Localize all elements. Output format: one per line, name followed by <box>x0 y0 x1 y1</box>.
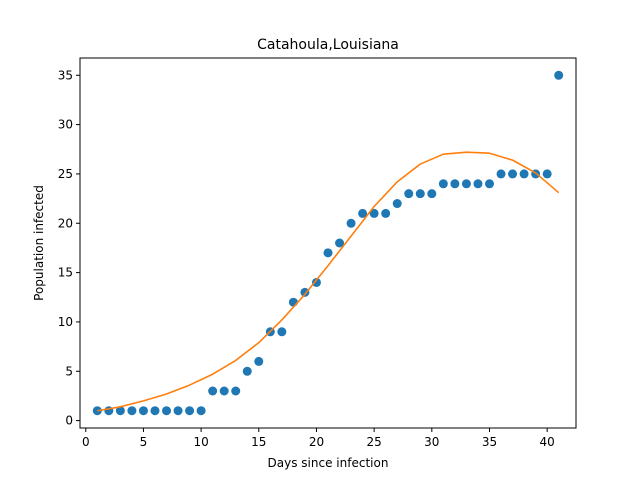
y-tick-label: 5 <box>65 364 73 378</box>
data-point <box>358 208 368 218</box>
data-point <box>369 208 379 218</box>
x-tick-label: 25 <box>366 435 381 449</box>
axis-ticks: 0 5 10 15 20 25 30 35 40 0 5 10 15 20 25 30 35 <box>58 68 555 449</box>
data-point <box>242 366 252 376</box>
data-point <box>473 179 483 189</box>
data-point <box>323 248 333 258</box>
data-point <box>484 179 494 189</box>
axes-frame <box>79 57 577 429</box>
data-point <box>404 189 414 199</box>
x-tick-label: 30 <box>424 435 439 449</box>
data-point <box>254 356 264 366</box>
data-point <box>288 297 298 307</box>
data-point <box>162 406 172 416</box>
data-point <box>427 189 437 199</box>
plot-area <box>92 70 564 416</box>
data-point <box>542 169 552 179</box>
x-tick-label: 10 <box>193 435 208 449</box>
data-point <box>519 169 529 179</box>
data-point <box>392 199 402 209</box>
y-tick-label: 35 <box>58 68 73 82</box>
data-point <box>461 179 471 189</box>
chart-title: Catahoula,Louisiana <box>257 37 399 53</box>
data-point <box>173 406 183 416</box>
y-tick-label: 0 <box>65 414 73 428</box>
x-tick-label: 35 <box>482 435 497 449</box>
data-point <box>196 406 206 416</box>
y-axis-label: Population infected <box>32 185 46 301</box>
data-point <box>219 386 229 396</box>
data-point <box>277 327 287 337</box>
data-point <box>300 287 310 297</box>
data-point <box>508 169 518 179</box>
y-tick-label: 20 <box>58 216 73 230</box>
data-point <box>496 169 506 179</box>
data-point <box>438 179 448 189</box>
data-point <box>335 238 345 248</box>
data-point <box>554 70 564 80</box>
data-point <box>208 386 218 396</box>
x-tick-label: 15 <box>251 435 266 449</box>
y-tick-label: 25 <box>58 167 73 181</box>
x-axis-label: Days since infection <box>268 456 389 470</box>
data-point <box>127 406 137 416</box>
data-point <box>185 406 195 416</box>
data-point <box>346 218 356 228</box>
data-point <box>231 386 241 396</box>
data-point <box>115 406 125 416</box>
y-tick-label: 15 <box>58 266 73 280</box>
fit-curve-line <box>97 151 560 412</box>
x-tick-label: 5 <box>140 435 148 449</box>
x-tick-label: 0 <box>82 435 90 449</box>
x-tick-label: 40 <box>540 435 555 449</box>
data-point <box>138 406 148 416</box>
data-point <box>311 277 321 287</box>
data-point <box>150 406 160 416</box>
y-tick-label: 30 <box>58 118 73 132</box>
x-tick-label: 20 <box>309 435 324 449</box>
data-point <box>381 208 391 218</box>
y-tick-label: 10 <box>58 315 73 329</box>
data-point <box>415 189 425 199</box>
data-point <box>450 179 460 189</box>
